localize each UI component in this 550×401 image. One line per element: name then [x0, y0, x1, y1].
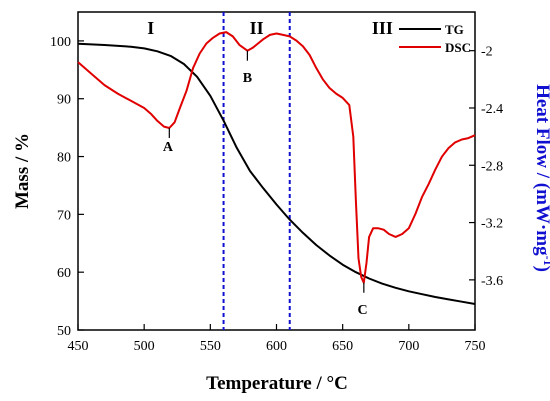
y-left-tick-label: 90: [57, 93, 71, 108]
y-right-axis-ticks: -3.6 -3.2 -2.8 -2.4 -2: [469, 45, 503, 289]
dsc-series-line: [77, 31, 476, 284]
y-right-axis-title-sup: -1: [541, 256, 550, 266]
y-right-tick-label: -2.8: [481, 159, 503, 174]
y-left-tick-label: 60: [57, 266, 71, 281]
y-left-tick-label: 80: [57, 151, 71, 166]
legend: TG DSC: [399, 22, 471, 55]
series-lines: [77, 31, 476, 305]
x-tick-label: 550: [200, 339, 221, 354]
tg-series-line: [77, 42, 476, 305]
region-label: III: [372, 18, 393, 38]
x-tick-label: 600: [266, 339, 287, 354]
plot-frame: [77, 11, 476, 331]
region-label: II: [250, 18, 264, 38]
y-left-axis-ticks: 50 60 70 80 90 100: [50, 35, 84, 339]
x-tick-label: 500: [134, 339, 155, 354]
x-axis-ticks: 450 500 550 600 650 700 750: [68, 324, 486, 354]
peak-annotations: A B C: [163, 50, 368, 318]
y-left-axis-title: Mass / %: [12, 133, 33, 209]
legend-label-dsc: DSC: [445, 40, 471, 55]
annotation-label: B: [243, 71, 252, 86]
legend-label-tg: TG: [445, 22, 464, 37]
y-left-tick-label: 100: [50, 35, 71, 50]
y-right-tick-label: -2.4: [481, 102, 503, 117]
y-right-axis-title-close: ): [532, 266, 550, 272]
annotation-label: C: [357, 303, 367, 318]
y-right-tick-label: -3.2: [481, 217, 503, 232]
annotation-label: A: [163, 140, 174, 155]
y-right-tick-label: -2: [481, 45, 493, 60]
x-tick-label: 450: [68, 339, 89, 354]
y-right-tick-label: -3.6: [481, 274, 503, 289]
y-right-axis-title-main: Heat Flow / (mW·mg: [532, 84, 550, 256]
y-right-axis-title: Heat Flow / (mW·mg-1): [532, 84, 550, 272]
x-tick-label: 700: [398, 339, 419, 354]
y-left-tick-label: 50: [57, 324, 71, 339]
y-left-tick-label: 70: [57, 208, 71, 223]
x-tick-label: 650: [332, 339, 353, 354]
region-labels: I II III: [147, 18, 393, 38]
region-label: I: [147, 18, 154, 38]
region-dividers: [222, 12, 291, 330]
x-tick-label: 750: [465, 339, 486, 354]
x-axis-title: Temperature / °C: [206, 373, 348, 394]
